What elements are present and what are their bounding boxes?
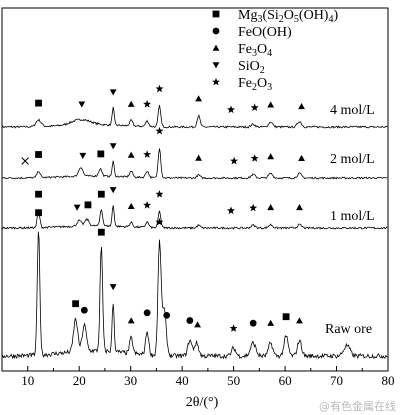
triangle-down-marker [212, 62, 220, 69]
triangle-down-marker [109, 89, 117, 96]
trace-1-mol-l [1, 205, 388, 230]
legend-label: Fe2​O3​ [238, 76, 272, 93]
square-marker [282, 313, 290, 321]
triangle-up-marker [298, 154, 305, 161]
triangle-down-marker [79, 152, 87, 159]
series-label: 1 mol/L [330, 209, 375, 224]
x-axis-title: 2θ/(°) [186, 395, 219, 410]
square-marker [35, 209, 42, 217]
x-tick-label: 40 [176, 373, 189, 388]
triangle-up-marker [296, 317, 303, 324]
x-axis: 10 20 30 40 50 60 70 80 [1, 366, 395, 388]
star-marker [250, 103, 259, 111]
triangle-up-marker [267, 153, 275, 160]
trace-group [1, 104, 388, 360]
series-label: Raw ore [325, 322, 372, 337]
trace-raw-ore [1, 231, 388, 360]
legend-label: Fe3​O4​ [238, 42, 272, 59]
star-marker [227, 206, 235, 215]
square-marker [35, 151, 42, 158]
triangle-down-marker [109, 187, 117, 194]
legend-label: SiO2​ [238, 59, 265, 76]
triangle-up-marker [127, 100, 135, 107]
circle-marker [143, 309, 151, 317]
circle-marker [212, 27, 220, 35]
square-marker [35, 99, 42, 107]
square-marker [84, 201, 92, 209]
triangle-up-marker [267, 101, 275, 108]
circle-marker [249, 319, 257, 327]
x-tick-label: 80 [382, 373, 395, 388]
square-marker [97, 228, 105, 236]
trace-4-mol-l [1, 104, 388, 129]
square-marker [35, 190, 42, 198]
watermark: @有色金属在线 [319, 399, 396, 413]
x-tick-label: 60 [279, 373, 292, 388]
star-marker [155, 217, 164, 226]
square-marker [97, 190, 105, 198]
square-marker [72, 300, 79, 308]
star-marker [229, 324, 238, 332]
series-label: 2 mol/L [330, 152, 375, 167]
triangle-up-marker [267, 319, 275, 326]
series-label: 4 mol/L [330, 103, 375, 118]
x-tick-label: 30 [124, 373, 137, 388]
circle-marker [163, 311, 171, 319]
legend-label: FeO(OH) [238, 25, 292, 40]
x-tick-label: 50 [227, 373, 240, 388]
triangle-up-marker [298, 102, 305, 110]
star-marker [155, 126, 164, 135]
star-marker [230, 156, 239, 165]
legend: Mg3​(Si2​O5​(OH)4​)FeO(OH) Fe3​O4​SiO2​Fe… [212, 8, 338, 93]
x-tick-label: 10 [21, 373, 34, 388]
triangle-up-marker [127, 202, 135, 210]
legend-label: Mg3​(Si2​O5​(OH)4​) [238, 8, 338, 25]
triangle-down-marker [73, 204, 81, 211]
triangle-up-marker [212, 44, 220, 51]
star-marker [155, 84, 164, 93]
triangle-up-marker [127, 317, 135, 324]
cross-marker [21, 157, 29, 165]
triangle-down-marker [78, 101, 86, 108]
circle-marker [186, 317, 194, 324]
triangle-up-marker [267, 204, 275, 211]
circle-marker [80, 306, 88, 314]
series-label-group: 4 mol/L 2 mol/L 1 mol/L Raw ore [325, 103, 375, 337]
square-marker [97, 150, 105, 158]
star-marker [212, 77, 220, 86]
triangle-up-marker [195, 95, 203, 102]
star-marker [143, 150, 152, 158]
x-tick-label: 70 [330, 373, 343, 388]
star-marker [249, 203, 258, 212]
star-marker [143, 100, 152, 108]
triangle-up-marker [296, 204, 303, 211]
plot-frame [1, 7, 389, 372]
star-marker [155, 190, 164, 198]
triangle-up-marker [194, 321, 201, 328]
star-marker [250, 154, 259, 162]
star-marker [143, 201, 152, 209]
triangle-down-marker [109, 284, 117, 291]
triangle-down-marker [109, 143, 117, 150]
triangle-up-marker [127, 151, 135, 158]
star-marker [227, 105, 235, 114]
square-marker [212, 10, 220, 18]
trace-2-mol-l [1, 148, 388, 180]
x-tick-label: 20 [73, 373, 86, 388]
phase-marker-group [21, 84, 305, 332]
triangle-up-marker [195, 154, 203, 161]
